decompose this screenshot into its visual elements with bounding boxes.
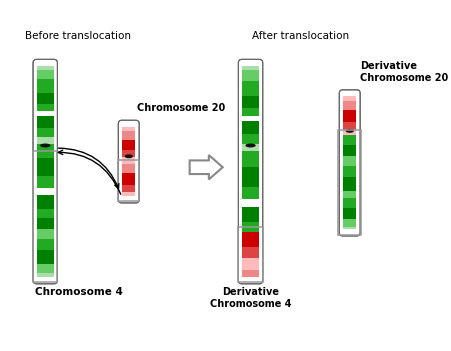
Bar xyxy=(242,187,259,199)
Bar xyxy=(356,93,361,232)
Bar xyxy=(242,222,259,232)
Bar xyxy=(37,93,54,105)
Bar xyxy=(242,166,259,187)
Bar xyxy=(122,150,136,157)
Bar xyxy=(242,144,259,151)
Bar xyxy=(37,70,54,79)
Bar xyxy=(343,145,357,156)
Bar xyxy=(122,185,136,192)
FancyArrowPatch shape xyxy=(59,148,119,188)
Bar xyxy=(135,124,140,199)
Bar xyxy=(343,198,357,208)
Bar xyxy=(343,219,357,227)
Bar xyxy=(242,116,259,121)
Bar xyxy=(242,108,259,116)
Bar xyxy=(238,63,241,280)
Bar xyxy=(343,135,357,145)
Bar xyxy=(343,177,357,191)
Bar xyxy=(343,166,357,177)
Bar xyxy=(343,191,357,198)
Bar xyxy=(122,157,136,164)
Bar xyxy=(343,130,357,135)
Bar xyxy=(338,93,342,232)
Bar xyxy=(37,128,54,137)
Bar xyxy=(242,270,259,280)
Bar xyxy=(242,151,259,166)
Bar xyxy=(238,277,263,285)
Text: After translocation: After translocation xyxy=(252,31,349,41)
Bar xyxy=(242,96,259,108)
Text: Derivative
Chromosome 20: Derivative Chromosome 20 xyxy=(360,61,448,83)
Bar xyxy=(242,247,259,258)
Text: Before translocation: Before translocation xyxy=(25,31,131,41)
Bar xyxy=(338,88,361,96)
Ellipse shape xyxy=(345,129,354,133)
Bar xyxy=(37,144,54,158)
Ellipse shape xyxy=(245,144,256,147)
Bar xyxy=(37,273,54,280)
Bar xyxy=(238,58,263,66)
Bar xyxy=(242,134,259,144)
Bar xyxy=(122,164,136,173)
Bar xyxy=(338,230,361,237)
Bar xyxy=(37,218,54,230)
Text: Chromosome 20: Chromosome 20 xyxy=(138,103,226,113)
Bar xyxy=(37,195,54,208)
Bar xyxy=(117,196,140,204)
Bar xyxy=(122,131,136,140)
Bar xyxy=(37,116,54,128)
Bar xyxy=(343,111,357,122)
Bar xyxy=(37,188,54,195)
Polygon shape xyxy=(190,155,223,179)
Bar xyxy=(37,264,54,273)
Bar xyxy=(259,63,263,280)
Bar xyxy=(242,63,259,71)
Text: Derivative
Chromosome 4: Derivative Chromosome 4 xyxy=(210,287,291,309)
Bar xyxy=(32,63,36,280)
Bar xyxy=(37,105,54,111)
Bar xyxy=(37,250,54,264)
Bar xyxy=(32,58,58,66)
Bar xyxy=(338,130,361,235)
Bar xyxy=(33,151,57,282)
Bar xyxy=(37,111,54,116)
Bar xyxy=(54,63,58,280)
Bar xyxy=(122,124,136,131)
Bar xyxy=(343,156,357,166)
Bar xyxy=(122,140,136,150)
Bar xyxy=(37,79,54,93)
Bar xyxy=(343,227,357,232)
Bar xyxy=(37,176,54,188)
Bar xyxy=(242,232,259,247)
Bar xyxy=(122,192,136,199)
Ellipse shape xyxy=(40,144,51,147)
Bar xyxy=(117,119,140,127)
Bar xyxy=(343,101,357,111)
Bar xyxy=(242,258,259,270)
Bar xyxy=(242,121,259,134)
Bar xyxy=(242,207,259,222)
Ellipse shape xyxy=(124,154,133,158)
Bar xyxy=(37,208,54,218)
Bar xyxy=(37,239,54,250)
Bar xyxy=(242,71,259,80)
Bar xyxy=(37,63,54,70)
Bar xyxy=(343,122,357,130)
FancyArrowPatch shape xyxy=(58,150,121,194)
Bar xyxy=(37,137,54,144)
Bar xyxy=(242,199,259,207)
Bar xyxy=(37,158,54,176)
Text: Chromosome 4: Chromosome 4 xyxy=(35,287,123,297)
Bar xyxy=(239,227,263,282)
Bar xyxy=(343,208,357,219)
Bar xyxy=(122,173,136,185)
Bar xyxy=(37,230,54,239)
Bar xyxy=(118,160,139,201)
Bar xyxy=(32,277,58,285)
Bar xyxy=(117,124,121,199)
Bar xyxy=(343,93,357,101)
Bar xyxy=(242,80,259,96)
